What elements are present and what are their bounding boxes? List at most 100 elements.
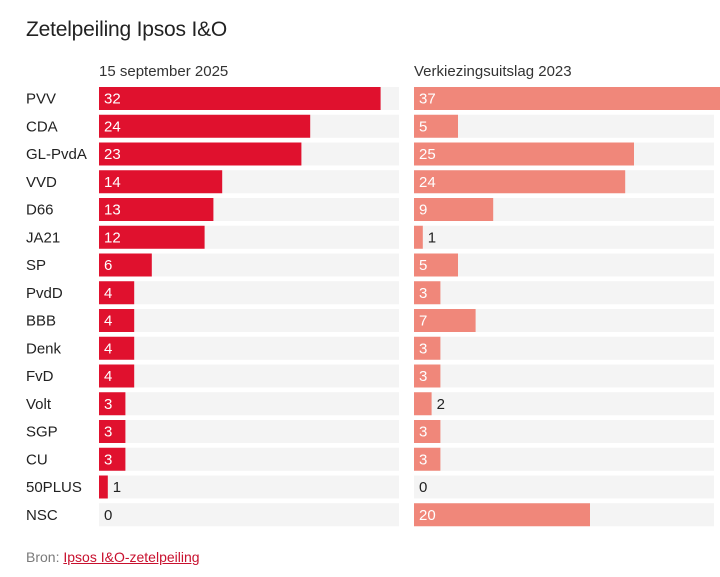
bar-track-result-bbb	[414, 309, 714, 332]
bar-track-result-50plus	[414, 475, 714, 499]
bar-poll-sp	[99, 253, 152, 277]
bar-result-volt	[414, 392, 432, 416]
category-label-sp: SP	[26, 257, 46, 274]
category-label-nsc: NSC	[26, 507, 58, 524]
bar-poll-sgp	[99, 420, 126, 443]
bar-poll-pvdd	[99, 281, 135, 305]
bar-track-poll-nsc	[99, 503, 399, 527]
bar-poll-cda	[99, 114, 311, 138]
source-label: Bron:	[26, 549, 60, 565]
data-label-result-pvv: 37	[419, 91, 436, 108]
bar-result-nsc	[414, 503, 590, 527]
bar-poll-ja21	[99, 225, 205, 249]
bar-track-poll-denk	[99, 336, 399, 360]
data-label-poll-ja21: 12	[104, 229, 121, 246]
data-label-poll-50plus: 1	[113, 479, 121, 496]
bar-result-pvv	[414, 87, 720, 110]
bar-poll-gl-pvda	[99, 142, 302, 166]
bar-poll-pvv	[99, 87, 381, 110]
bar-track-poll-volt	[99, 392, 399, 416]
bar-track-result-volt	[414, 392, 714, 416]
data-label-result-bbb: 7	[419, 313, 427, 330]
category-label-fvd: FvD	[26, 368, 54, 385]
bar-track-poll-sp	[99, 253, 399, 277]
bar-result-cda	[414, 114, 458, 138]
category-label-ja21: JA21	[26, 229, 60, 246]
category-label-pvdd: PvdD	[26, 285, 63, 302]
bar-result-fvd	[414, 364, 441, 388]
chart-title: Zetelpeiling Ipsos I&O	[26, 18, 228, 41]
source-link[interactable]: Ipsos I&O-zetelpeiling	[63, 549, 200, 565]
data-label-result-sgp: 3	[419, 424, 427, 441]
data-label-poll-gl-pvda: 23	[104, 146, 121, 163]
bar-track-poll-pvdd	[99, 281, 399, 305]
category-label-cda: CDA	[26, 118, 58, 135]
bar-track-result-pvdd	[414, 281, 714, 305]
data-label-result-gl-pvda: 25	[419, 146, 436, 163]
bar-result-bbb	[414, 309, 476, 332]
bar-track-result-fvd	[414, 364, 714, 388]
data-label-poll-fvd: 4	[104, 368, 112, 385]
bar-track-result-sp	[414, 253, 714, 277]
bar-result-pvdd	[414, 281, 441, 305]
data-label-result-cu: 3	[419, 451, 427, 468]
bar-poll-bbb	[99, 309, 135, 332]
bar-track-poll-sgp	[99, 420, 399, 443]
data-label-poll-d66: 13	[104, 202, 121, 219]
data-label-poll-pvv: 32	[104, 91, 121, 108]
bar-track-result-denk	[414, 336, 714, 360]
bar-poll-fvd	[99, 364, 135, 388]
bar-result-denk	[414, 336, 441, 360]
data-label-result-ja21: 1	[428, 229, 436, 246]
data-label-poll-cda: 24	[104, 118, 121, 135]
bar-track-poll-bbb	[99, 309, 399, 332]
data-label-result-denk: 3	[419, 340, 427, 357]
data-label-result-50plus: 0	[419, 479, 427, 496]
data-label-result-cda: 5	[419, 118, 427, 135]
data-label-poll-cu: 3	[104, 451, 112, 468]
data-label-result-pvdd: 3	[419, 285, 427, 302]
bar-poll-50plus	[99, 475, 108, 499]
category-label-gl-pvda: GL-PvdA	[26, 146, 87, 163]
data-label-result-sp: 5	[419, 257, 427, 274]
bar-track-result-cda	[414, 114, 714, 138]
bar-poll-d66	[99, 198, 214, 221]
bar-poll-volt	[99, 392, 126, 416]
data-label-poll-sgp: 3	[104, 424, 112, 441]
data-label-result-fvd: 3	[419, 368, 427, 385]
data-label-poll-volt: 3	[104, 396, 112, 413]
category-label-denk: Denk	[26, 340, 62, 357]
category-label-pvv: PVV	[26, 91, 56, 108]
category-label-d66: D66	[26, 202, 54, 219]
category-label-sgp: SGP	[26, 424, 58, 441]
bar-result-cu	[414, 447, 441, 471]
bar-track-poll-fvd	[99, 364, 399, 388]
bar-track-result-cu	[414, 447, 714, 471]
series-header-poll: 15 september 2025	[99, 63, 229, 80]
source-note: Bron: Ipsos I&O-zetelpeiling	[26, 549, 200, 565]
bar-poll-denk	[99, 336, 135, 360]
bar-result-gl-pvda	[414, 142, 634, 166]
category-label-bbb: BBB	[26, 313, 56, 330]
data-label-poll-bbb: 4	[104, 313, 112, 330]
bar-poll-cu	[99, 447, 126, 471]
bar-track-poll-50plus	[99, 475, 399, 499]
bar-track-result-sgp	[414, 420, 714, 443]
bar-result-d66	[414, 198, 494, 221]
bar-result-ja21	[414, 225, 423, 249]
data-label-poll-nsc: 0	[104, 507, 112, 524]
category-label-vvd: VVD	[26, 174, 57, 191]
data-label-result-d66: 9	[419, 202, 427, 219]
data-label-poll-denk: 4	[104, 340, 112, 357]
data-label-poll-pvdd: 4	[104, 285, 112, 302]
data-label-result-nsc: 20	[419, 507, 436, 524]
series-header-result: Verkiezingsuitslag 2023	[414, 63, 572, 80]
bar-result-sgp	[414, 420, 441, 443]
data-label-poll-vvd: 14	[104, 174, 121, 191]
data-label-result-volt: 2	[437, 396, 445, 413]
bar-poll-vvd	[99, 170, 223, 194]
bar-result-vvd	[414, 170, 626, 194]
data-label-result-vvd: 24	[419, 174, 436, 191]
category-label-volt: Volt	[26, 396, 52, 413]
